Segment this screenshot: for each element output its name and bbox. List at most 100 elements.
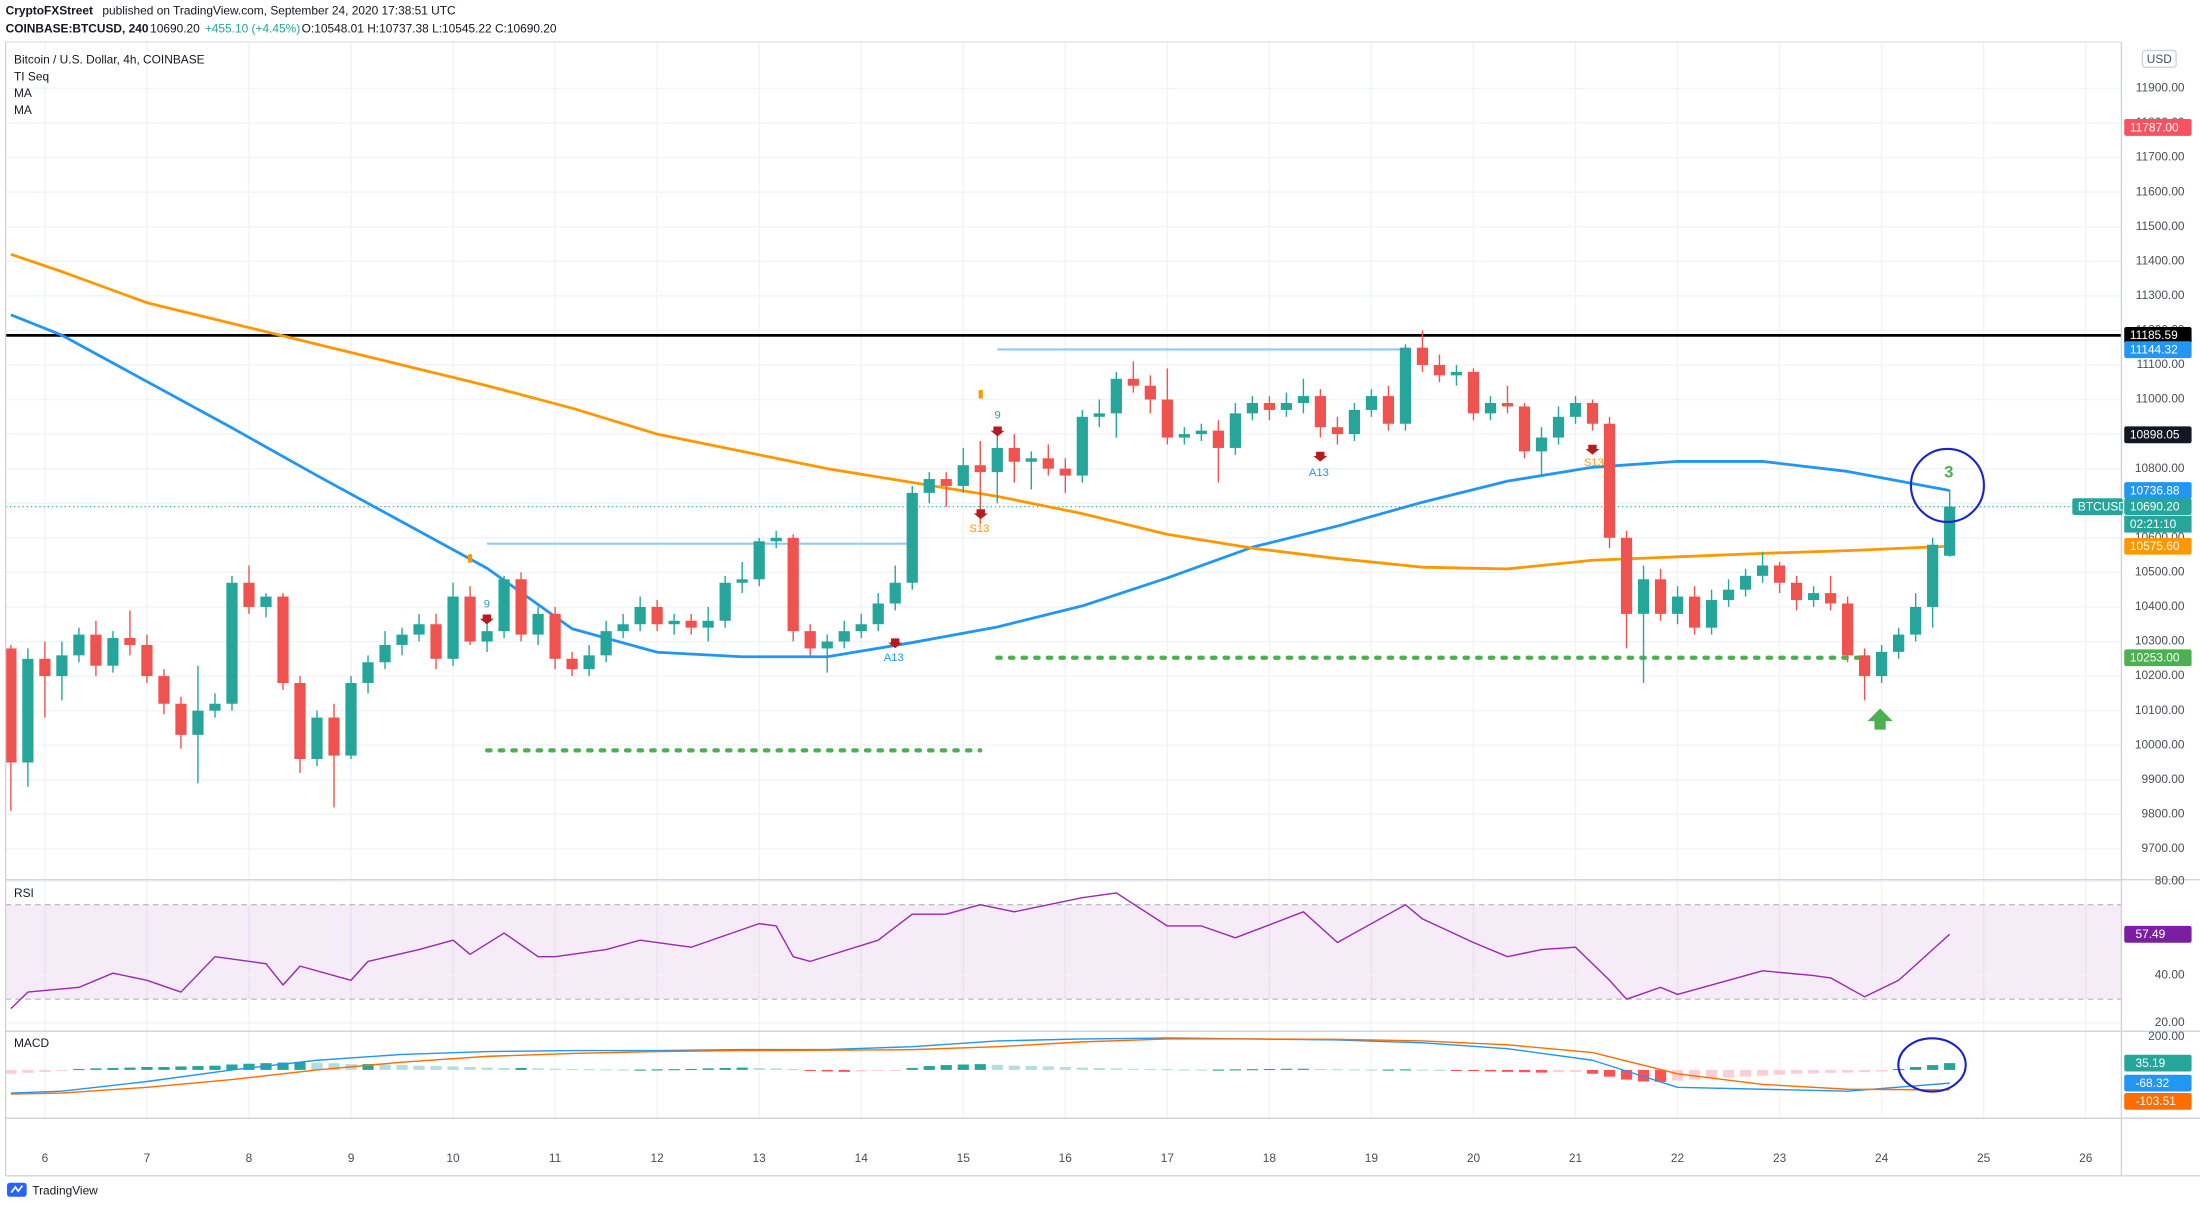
histogram-bar (549, 1068, 561, 1070)
histogram-bar (1467, 1069, 1480, 1072)
macd-badge: 35.19 (2135, 1056, 2165, 1070)
candle-body (1467, 371, 1480, 414)
histogram-bar (1059, 1067, 1071, 1070)
candle-body (736, 579, 748, 583)
candle-body (447, 596, 459, 659)
currency: USD (2147, 52, 2173, 66)
histogram-bar (1246, 1069, 1258, 1071)
y-tick-label: 11100.00 (2137, 357, 2185, 371)
logo (7, 1182, 27, 1197)
histogram-bar (1008, 1065, 1020, 1070)
histogram-bar (600, 1069, 612, 1071)
symbol: COINBASE:BTCUSD, 240 (6, 22, 149, 36)
candle-body (651, 606, 663, 625)
histogram-bar (1229, 1069, 1241, 1071)
histogram-bar (838, 1069, 850, 1072)
x-tick-label: 16 (1059, 1151, 1073, 1165)
candle-body (685, 620, 697, 628)
candle-body (787, 537, 799, 632)
price-badge: 10575.60 (2130, 539, 2180, 553)
candle-body (1927, 544, 1939, 607)
histogram-bar (277, 1062, 289, 1070)
countdown: 02:21:10 (2130, 517, 2177, 531)
candle-body (1297, 396, 1310, 403)
histogram-bar (379, 1064, 391, 1070)
moving-average (10, 253, 1950, 571)
histogram-bar (906, 1067, 918, 1070)
price-badge-box (2124, 326, 2192, 344)
candle-body (906, 492, 918, 583)
y-tick-label: 80.00 (2155, 873, 2185, 887)
logo-line (10, 1185, 24, 1194)
candle-body (1535, 437, 1548, 452)
histogram-bar (889, 1069, 901, 1072)
y-tick-label: 200.00 (2148, 1029, 2185, 1043)
histogram-bar (141, 1067, 153, 1070)
histogram-bar (617, 1069, 629, 1071)
x-tick-label: 8 (246, 1151, 253, 1165)
td-arrow (990, 426, 1005, 437)
histogram-bar (396, 1065, 408, 1070)
candle-body (498, 579, 510, 632)
x-tick-label: 20 (1467, 1151, 1481, 1165)
histogram-bar (311, 1062, 323, 1070)
histogram-bar (362, 1064, 374, 1070)
candle-body (1059, 468, 1071, 476)
histogram-bar (957, 1064, 969, 1070)
histogram-bar (702, 1068, 714, 1070)
td-arrow (888, 638, 903, 649)
td-arrow (973, 509, 988, 520)
histogram-bar (5, 1069, 17, 1074)
price-badge-box (2124, 119, 2192, 136)
x-tick-label: 21 (1569, 1151, 1583, 1165)
candle-body (872, 603, 884, 625)
candle-body (1944, 506, 1956, 556)
candle-body (1637, 579, 1650, 614)
td-arrow (479, 614, 494, 625)
histogram-bar (90, 1068, 102, 1070)
last-price-badge: 10690.20 (2130, 499, 2180, 513)
histogram-bar (1773, 1069, 1786, 1075)
candle-body (22, 658, 34, 763)
candle-body (515, 579, 527, 635)
histogram-bar (107, 1067, 119, 1070)
candle-body (1518, 406, 1531, 452)
candle-body (56, 655, 68, 677)
indicator-label: MA (14, 103, 32, 117)
candle-body (1484, 402, 1497, 414)
price-badge: 10253.00 (2130, 651, 2180, 665)
histogram-bar (1910, 1067, 1922, 1070)
candle-body (1348, 409, 1361, 435)
candle-body (923, 479, 935, 493)
histogram-bar (855, 1069, 867, 1072)
histogram-bar (73, 1068, 85, 1071)
histogram-bar (1314, 1068, 1327, 1071)
macd-badge: -68.32 (2135, 1076, 2169, 1090)
candle-body (1807, 593, 1820, 601)
y-tick-label: 11700.00 (2136, 150, 2185, 164)
candle-body (39, 658, 51, 677)
up-arrow (1867, 708, 1893, 730)
histogram-bar (1025, 1066, 1037, 1070)
candle-body (1093, 413, 1105, 417)
histogram-bar (1807, 1069, 1820, 1074)
candle-body (226, 582, 238, 704)
td-arrow (1313, 451, 1328, 462)
macd-line (10, 1037, 1950, 1094)
histogram-bar (192, 1066, 204, 1070)
candle-body (1569, 402, 1582, 417)
histogram-bar (464, 1067, 476, 1070)
highlight-circle (1909, 447, 1985, 523)
histogram-bar (1263, 1068, 1275, 1071)
candle-body (1824, 593, 1837, 604)
candle-body (73, 634, 85, 656)
candle-body (1552, 416, 1565, 438)
macd-badge-box (2124, 1092, 2192, 1110)
histogram-bar (1484, 1069, 1497, 1072)
histogram-bar (243, 1063, 255, 1070)
histogram-bar (1195, 1069, 1207, 1071)
histogram-bar (583, 1069, 595, 1071)
candle-body (1450, 371, 1463, 376)
panel-title: RSI (14, 886, 34, 900)
candle-body (107, 638, 119, 666)
